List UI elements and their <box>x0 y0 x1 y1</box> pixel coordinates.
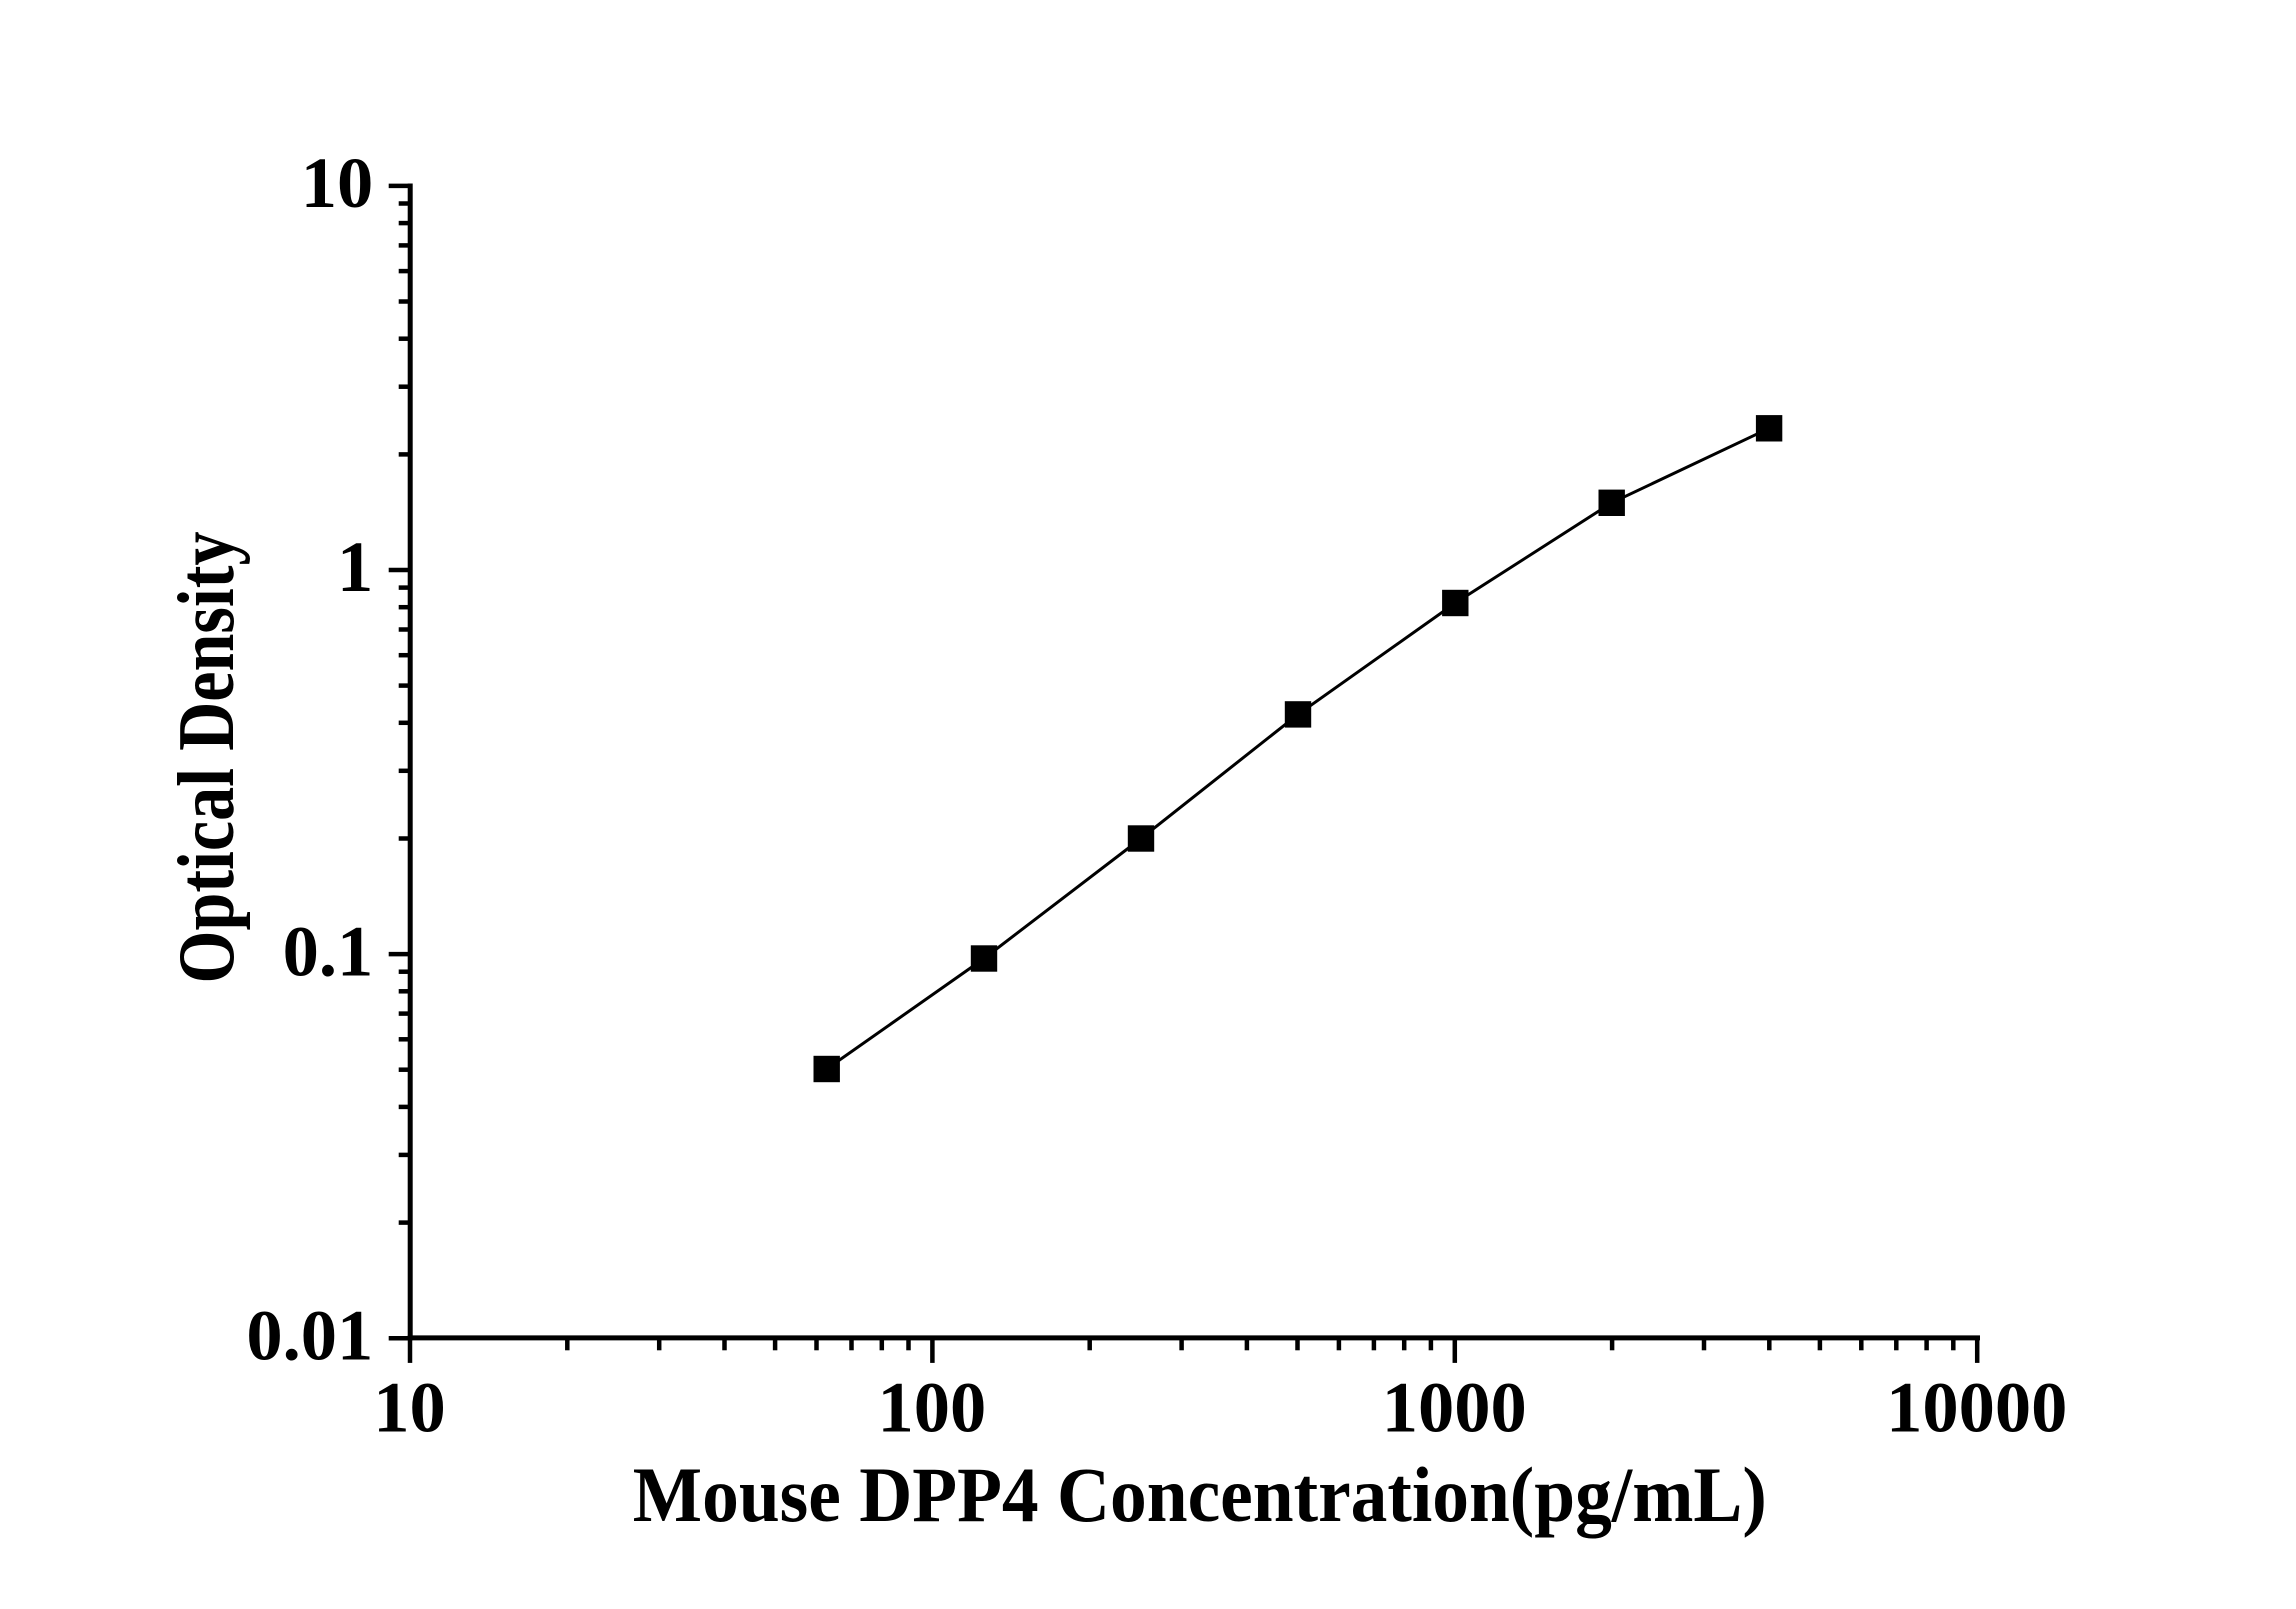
svg-text:10000: 10000 <box>1886 1367 2067 1448</box>
svg-text:1000: 1000 <box>1382 1367 1527 1448</box>
svg-text:10: 10 <box>301 142 374 223</box>
svg-text:1: 1 <box>337 526 373 607</box>
svg-text:Mouse DPP4 Concentration(pg/mL: Mouse DPP4 Concentration(pg/mL) <box>633 1451 1767 1538</box>
svg-text:100: 100 <box>878 1367 987 1448</box>
svg-text:0.1: 0.1 <box>283 910 374 991</box>
svg-text:0.01: 0.01 <box>246 1294 373 1375</box>
svg-text:10: 10 <box>373 1367 446 1448</box>
svg-text:Optical Density: Optical Density <box>163 532 251 984</box>
